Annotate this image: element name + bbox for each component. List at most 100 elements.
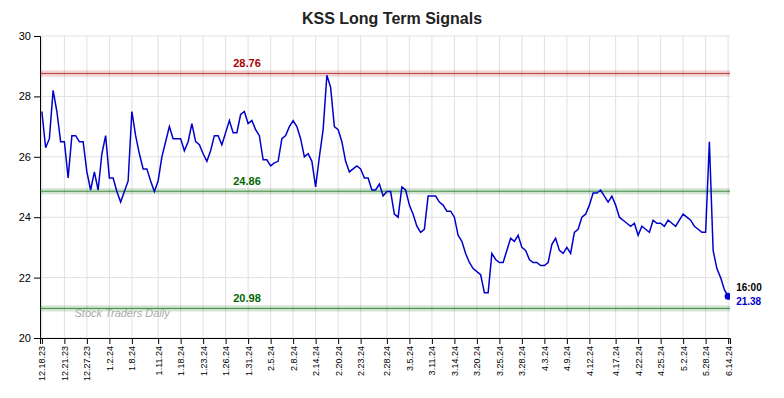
x-tick-label: 3.25.24 [495, 346, 505, 376]
grid-line-x [180, 36, 181, 338]
x-tick: 4.22.24 [634, 338, 644, 376]
x-tick-mark [109, 338, 110, 344]
y-tick: 22 [19, 272, 40, 284]
x-tick-mark [683, 338, 684, 344]
x-tick-label: 12.21.23 [60, 346, 70, 381]
grid [40, 36, 730, 338]
x-tick-label: 1.8.24 [127, 346, 137, 371]
x-tick-mark [271, 338, 272, 344]
x-tick-label: 2.20.24 [334, 346, 344, 376]
x-tick-mark [132, 338, 133, 344]
x-tick-mark [316, 338, 317, 344]
x-tick-mark [158, 338, 159, 344]
grid-line-y [40, 96, 730, 97]
x-tick: 1.8.24 [127, 338, 137, 371]
x-tick: 2.28.24 [382, 338, 392, 376]
x-tick-mark [248, 338, 249, 344]
x-tick: 3.28.24 [517, 338, 527, 376]
x-tick-label: 1.23.24 [199, 346, 209, 376]
x-tick: 4.9.24 [562, 338, 572, 371]
y-tick: 28 [19, 90, 40, 102]
grid-line-x [203, 36, 204, 338]
y-tick-label: 30 [19, 30, 31, 42]
grid-line-x [521, 36, 522, 338]
x-tick: 3.11.24 [427, 338, 437, 375]
y-tick-mark [34, 157, 40, 158]
grid-line-x [431, 36, 432, 338]
watermark: Stock Traders Daily [75, 307, 172, 319]
x-tick: 4.3.24 [540, 338, 550, 371]
x-tick-mark [87, 338, 88, 344]
x-tick-label: 1.18.24 [176, 346, 186, 376]
grid-line-y [40, 217, 730, 218]
end-dot [725, 293, 730, 300]
y-tick-label: 26 [19, 151, 31, 163]
x-tick-mark [226, 338, 227, 344]
grid-line-x [499, 36, 500, 338]
y-tick-mark [34, 338, 40, 339]
x-tick-label: 2.14.24 [311, 346, 321, 376]
x-tick-label: 12.18.23 [37, 346, 47, 381]
grid-line-x [660, 36, 661, 338]
x-tick-label: 4.12.24 [585, 346, 595, 376]
x-tick-mark [728, 338, 729, 344]
x-tick-label: 3.14.24 [450, 346, 460, 376]
x-tick-mark [589, 338, 590, 344]
x-tick: 3.25.24 [495, 338, 505, 376]
grid-line-x [705, 36, 706, 338]
x-tick: 3.5.24 [405, 338, 415, 371]
y-tick-label: 28 [19, 90, 31, 102]
x-tick: 2.8.24 [289, 338, 299, 371]
grid-line-x [589, 36, 590, 338]
x-axis-line [41, 339, 731, 345]
x-tick-mark [638, 338, 639, 344]
x-tick-label: 4.9.24 [562, 346, 572, 371]
grid-line-x [41, 36, 42, 338]
grid-line-x [728, 36, 729, 338]
x-tick-label: 4.3.24 [540, 346, 550, 371]
x-tick: 12.21.23 [60, 338, 70, 381]
x-tick: 1.11.24 [154, 338, 164, 375]
x-tick: 12.27.23 [82, 338, 92, 381]
x-tick: 1.31.24 [244, 338, 254, 376]
x-tick: 1.26.24 [221, 338, 231, 376]
y-tick-mark [34, 278, 40, 279]
x-tick-label: 6.14.24 [724, 346, 734, 376]
x-tick-label: 5.2.24 [679, 346, 689, 371]
x-tick-label: 4.17.24 [611, 346, 621, 376]
grid-line-y [40, 277, 730, 278]
grid-line-x [615, 36, 616, 338]
x-tick-mark [522, 338, 523, 344]
x-tick-label: 1.26.24 [221, 346, 231, 376]
x-tick-label: 2.5.24 [266, 346, 276, 371]
grid-line-x [360, 36, 361, 338]
grid-line-x [638, 36, 639, 338]
grid-line-y [40, 36, 730, 37]
x-tick-label: 3.11.24 [427, 346, 437, 375]
y-tick: 30 [19, 30, 40, 42]
x-tick-mark [567, 338, 568, 344]
grid-line-x [476, 36, 477, 338]
x-tick-label: 1.31.24 [244, 346, 254, 376]
chart: KSS Long Term Signals20222426283012.18.2… [0, 0, 784, 398]
level-line [40, 73, 730, 74]
grid-line-x [158, 36, 159, 338]
x-tick: 2.14.24 [311, 338, 321, 376]
x-tick-mark [361, 338, 362, 344]
x-tick: 2.20.24 [334, 338, 344, 376]
x-tick-label: 4.25.24 [656, 346, 666, 376]
grid-line-x [409, 36, 410, 338]
y-tick-mark [34, 96, 40, 97]
x-tick-mark [616, 338, 617, 344]
x-tick-label: 2.28.24 [382, 346, 392, 376]
x-tick-mark [387, 338, 388, 344]
x-tick-mark [661, 338, 662, 344]
grid-line-x [338, 36, 339, 338]
level-label: 24.86 [233, 175, 261, 187]
y-tick-label: 20 [19, 332, 31, 344]
level-line [40, 191, 730, 192]
x-tick-mark [454, 338, 455, 344]
marks [40, 70, 730, 311]
grid-line-x [293, 36, 294, 338]
grid-line-x [544, 36, 545, 338]
